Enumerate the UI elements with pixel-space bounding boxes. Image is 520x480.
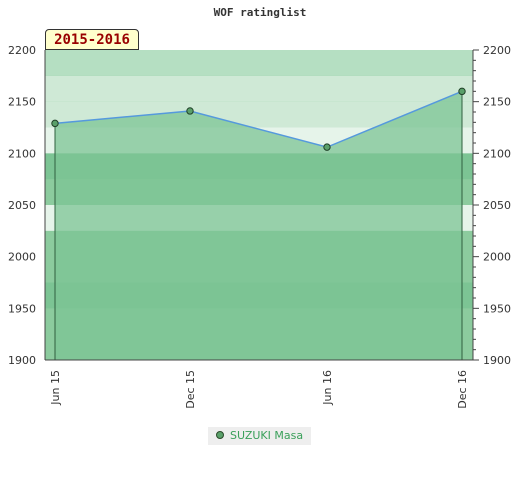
y-tick-label-left: 2200: [8, 44, 36, 57]
period-label: 2015-2016: [45, 29, 139, 50]
y-tick-label-right: 2200: [483, 44, 511, 57]
series-line-path: [54, 90, 463, 148]
y-tick-label-right: 2100: [483, 147, 511, 160]
y-tick-label-right: 2000: [483, 251, 511, 264]
y-tick-label-right: 2150: [483, 96, 511, 109]
y-tick-label-left: 1950: [8, 302, 36, 315]
data-point: [458, 87, 466, 96]
drop-lines: [54, 91, 463, 360]
legend-label: SUZUKI Masa: [230, 429, 304, 442]
y-tick-label-left: 1900: [8, 354, 36, 367]
data-point: [51, 119, 59, 128]
y-tick-label-left: 2100: [8, 147, 36, 160]
y-tick-label-right: 1950: [483, 302, 511, 315]
y-tick-label-left: 2150: [8, 96, 36, 109]
background-band: [45, 50, 473, 76]
y-tick-label-left: 2050: [8, 199, 36, 212]
x-tick-label: Jun 16: [321, 370, 334, 406]
legend: SUZUKI Masa: [208, 427, 312, 445]
x-tick-label: Dec 15: [184, 370, 197, 409]
data-point: [186, 107, 194, 115]
data-point: [323, 143, 331, 151]
series-area: [55, 91, 462, 360]
series-line: [54, 90, 463, 148]
y-tick-label-right: 1900: [483, 354, 511, 367]
y-axis-left: 1900 1950 2000 2050 2100 2150 2200: [8, 44, 46, 367]
chart-title: WOF ratinglist: [213, 6, 307, 19]
x-tick-label: Dec 16: [456, 370, 469, 409]
series-markers: [51, 87, 466, 151]
x-axis: Jun 15 Dec 15 Jun 16 Dec 16: [45, 359, 473, 409]
legend-marker-icon: [216, 431, 224, 439]
series-area-fill: [55, 91, 462, 360]
background-band: [45, 75, 473, 102]
x-tick-label: Jun 15: [49, 370, 62, 406]
y-axis-right: 1900 1950 2000 2050 2100 2150 2200: [472, 44, 511, 367]
y-tick-label-left: 2000: [8, 251, 36, 264]
y-tick-label-right: 2050: [483, 199, 511, 212]
